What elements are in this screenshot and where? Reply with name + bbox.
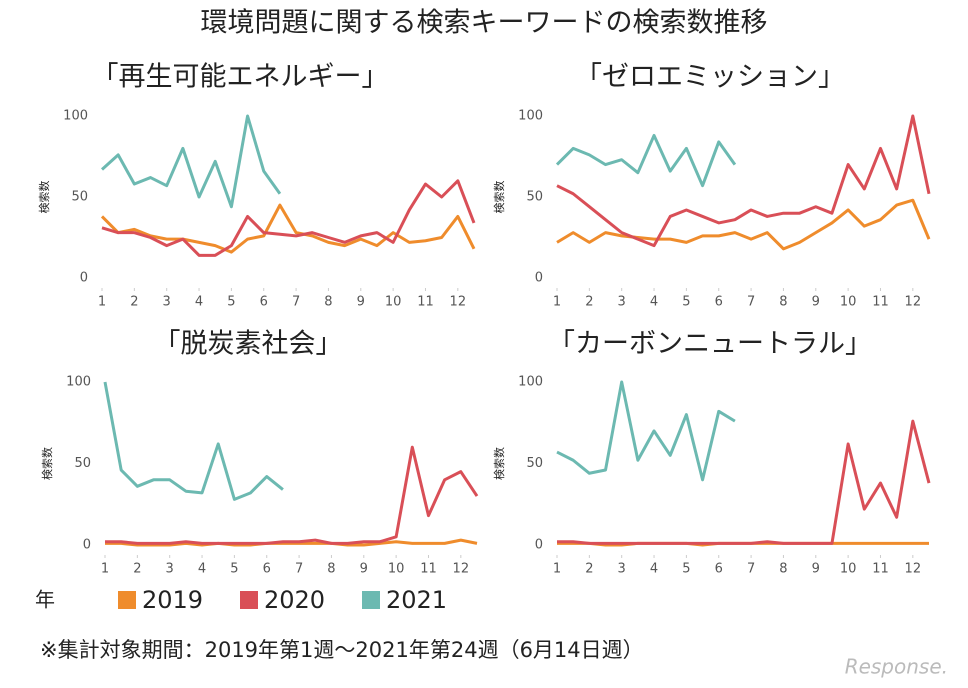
x-tick-label: 4: [650, 295, 658, 310]
logo: Response.: [845, 655, 948, 679]
x-tick-label: 3: [618, 295, 626, 310]
x-tick-label: 8: [324, 295, 332, 310]
x-tick-label: 6: [715, 562, 723, 577]
x-tick-label: 6: [263, 562, 271, 577]
x-tick-label: 12: [453, 562, 470, 577]
x-tick-label: 3: [166, 562, 174, 577]
x-tick-label: 9: [812, 295, 820, 310]
x-tick-label: 2: [585, 295, 593, 310]
series-line: [100, 114, 282, 209]
y-axis-label: 検索数: [492, 181, 506, 214]
chart-title: 「ゼロエミッション」: [575, 62, 845, 93]
y-axis-label: 検索数: [492, 447, 506, 480]
y-tick-label: 50: [71, 190, 88, 205]
footnote: ※集計対象期間：2019年第1週～2021年第24週（6月14日週）: [40, 638, 644, 662]
series-line: [105, 445, 479, 545]
y-axis-label: 検索数: [37, 181, 51, 214]
legend-swatch: [240, 591, 258, 609]
series-line: [556, 114, 931, 248]
x-tick-label: 12: [450, 295, 467, 310]
x-tick-label: 7: [747, 295, 755, 310]
series-line: [556, 380, 736, 482]
series-line: [556, 198, 931, 251]
y-tick-label: 100: [518, 109, 543, 124]
y-tick-label: 50: [74, 456, 91, 471]
y-tick-label: 50: [526, 190, 543, 205]
y-tick-label: 100: [518, 375, 543, 390]
legend-label: 2021: [386, 586, 447, 614]
x-tick-label: 8: [779, 295, 787, 310]
series-line: [100, 203, 476, 254]
chart-title: 「再生可能エネルギー」: [92, 62, 389, 93]
y-tick-label: 100: [63, 109, 88, 124]
x-tick-label: 12: [905, 295, 922, 310]
x-tick-label: 7: [292, 295, 300, 310]
x-tick-label: 5: [682, 295, 690, 310]
x-tick-label: 1: [553, 295, 561, 310]
x-tick-label: 4: [198, 562, 206, 577]
y-tick-label: 100: [66, 375, 91, 390]
series-line: [557, 419, 931, 545]
x-tick-label: 12: [905, 562, 922, 577]
y-tick-label: 50: [526, 456, 543, 471]
y-tick-label: 0: [83, 538, 91, 553]
series-line: [105, 538, 478, 547]
x-tick-label: 7: [295, 562, 303, 577]
x-tick-label: 11: [872, 562, 889, 577]
series-line: [555, 133, 737, 188]
x-tick-label: 3: [618, 562, 626, 577]
legend-label: 2019: [142, 586, 203, 614]
series-line: [103, 381, 284, 501]
x-tick-label: 11: [420, 562, 437, 577]
legend-title: 年: [35, 588, 55, 612]
x-tick-label: 1: [553, 562, 561, 577]
x-tick-label: 6: [715, 295, 723, 310]
x-tick-label: 10: [385, 295, 402, 310]
series-line: [101, 179, 476, 257]
page-title: 環境問題に関する検索キーワードの検索数推移: [201, 8, 768, 39]
y-tick-label: 0: [80, 271, 88, 286]
legend-swatch: [118, 591, 136, 609]
x-tick-label: 5: [227, 295, 235, 310]
x-tick-label: 9: [812, 562, 820, 577]
x-tick-label: 1: [101, 562, 109, 577]
legend-swatch: [362, 591, 380, 609]
x-tick-label: 4: [195, 295, 203, 310]
x-tick-label: 5: [682, 562, 690, 577]
legend-label: 2020: [264, 586, 325, 614]
x-tick-label: 11: [872, 295, 889, 310]
chart-title: 「脱炭素社会」: [154, 329, 343, 360]
x-tick-label: 3: [163, 295, 171, 310]
x-tick-label: 10: [388, 562, 405, 577]
x-tick-label: 7: [747, 562, 755, 577]
x-tick-label: 6: [260, 295, 268, 310]
x-tick-label: 10: [840, 295, 857, 310]
x-tick-label: 8: [327, 562, 335, 577]
x-tick-label: 9: [360, 562, 368, 577]
x-tick-label: 4: [650, 562, 658, 577]
x-tick-label: 5: [230, 562, 238, 577]
x-tick-label: 10: [840, 562, 857, 577]
x-tick-label: 2: [585, 562, 593, 577]
x-tick-label: 2: [133, 562, 141, 577]
x-tick-label: 11: [417, 295, 434, 310]
y-tick-label: 0: [535, 538, 543, 553]
y-axis-label: 検索数: [40, 447, 54, 480]
chart-title: 「カーボンニュートラル」: [548, 329, 872, 360]
x-tick-label: 2: [130, 295, 138, 310]
x-tick-label: 9: [357, 295, 365, 310]
x-tick-label: 1: [98, 295, 106, 310]
x-tick-label: 8: [779, 562, 787, 577]
y-tick-label: 0: [535, 271, 543, 286]
